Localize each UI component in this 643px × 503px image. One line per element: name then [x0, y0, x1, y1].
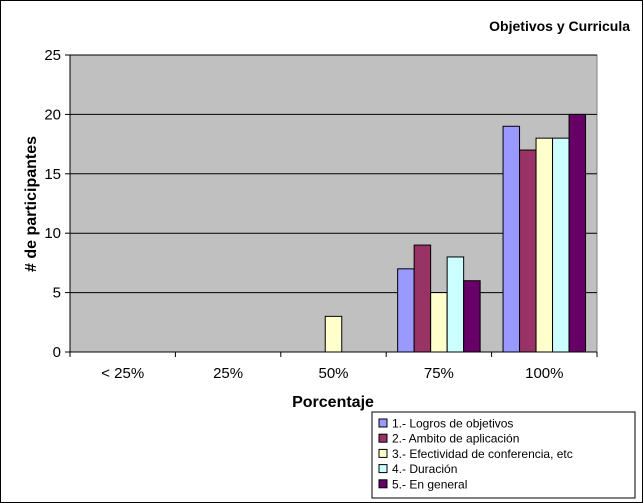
- x-tick-label: 75%: [424, 365, 454, 382]
- x-tick-label: 25%: [213, 365, 243, 382]
- y-tick-label: 10: [44, 225, 61, 242]
- y-axis-title: # de participantes: [23, 136, 40, 272]
- bars: [324, 113, 587, 353]
- legend-swatch: [378, 479, 388, 489]
- x-tick-label: 100%: [525, 365, 563, 382]
- chart-title: Objetivos y Curricula: [489, 18, 630, 34]
- bar: [324, 315, 343, 353]
- y-tick-label: 15: [44, 166, 61, 183]
- x-axis-title: Porcentaje: [292, 394, 374, 411]
- bar: [552, 137, 570, 353]
- bar: [413, 244, 432, 353]
- legend-swatch: [378, 448, 388, 458]
- y-tick-label: 25: [44, 47, 61, 64]
- legend-box: [371, 411, 636, 499]
- bar: [463, 280, 481, 353]
- y-tick-label: 5: [53, 285, 61, 302]
- gridlines: [70, 54, 597, 294]
- legend-label: 4.- Duración: [392, 462, 457, 476]
- bar: [535, 137, 554, 353]
- x-tick-labels: < 25% 25% 50% 75% 100%: [69, 351, 598, 382]
- legend-label: 5.- En general: [392, 477, 467, 491]
- y-tick-labels: 0 5 10 15 20 25: [44, 47, 71, 361]
- legend-label: 2.- Ambito de aplicación: [392, 432, 519, 446]
- bar: [568, 113, 587, 353]
- bar: [519, 149, 537, 353]
- bar: [446, 256, 465, 353]
- y-tick-label: 0: [53, 344, 61, 361]
- legend-label: 3.- Efectividad de conferencia, etc: [392, 447, 573, 461]
- legend-label: 1.- Logros de objetivos: [392, 417, 513, 431]
- y-tick-label: 20: [44, 106, 61, 123]
- x-tick-label: 50%: [318, 365, 348, 382]
- bar: [430, 292, 448, 353]
- bar: [397, 268, 415, 353]
- x-tick-label: < 25%: [101, 365, 144, 382]
- legend-swatch: [378, 433, 388, 443]
- legend-swatch: [378, 464, 388, 474]
- bar: [502, 125, 521, 353]
- legend-swatch: [378, 418, 388, 428]
